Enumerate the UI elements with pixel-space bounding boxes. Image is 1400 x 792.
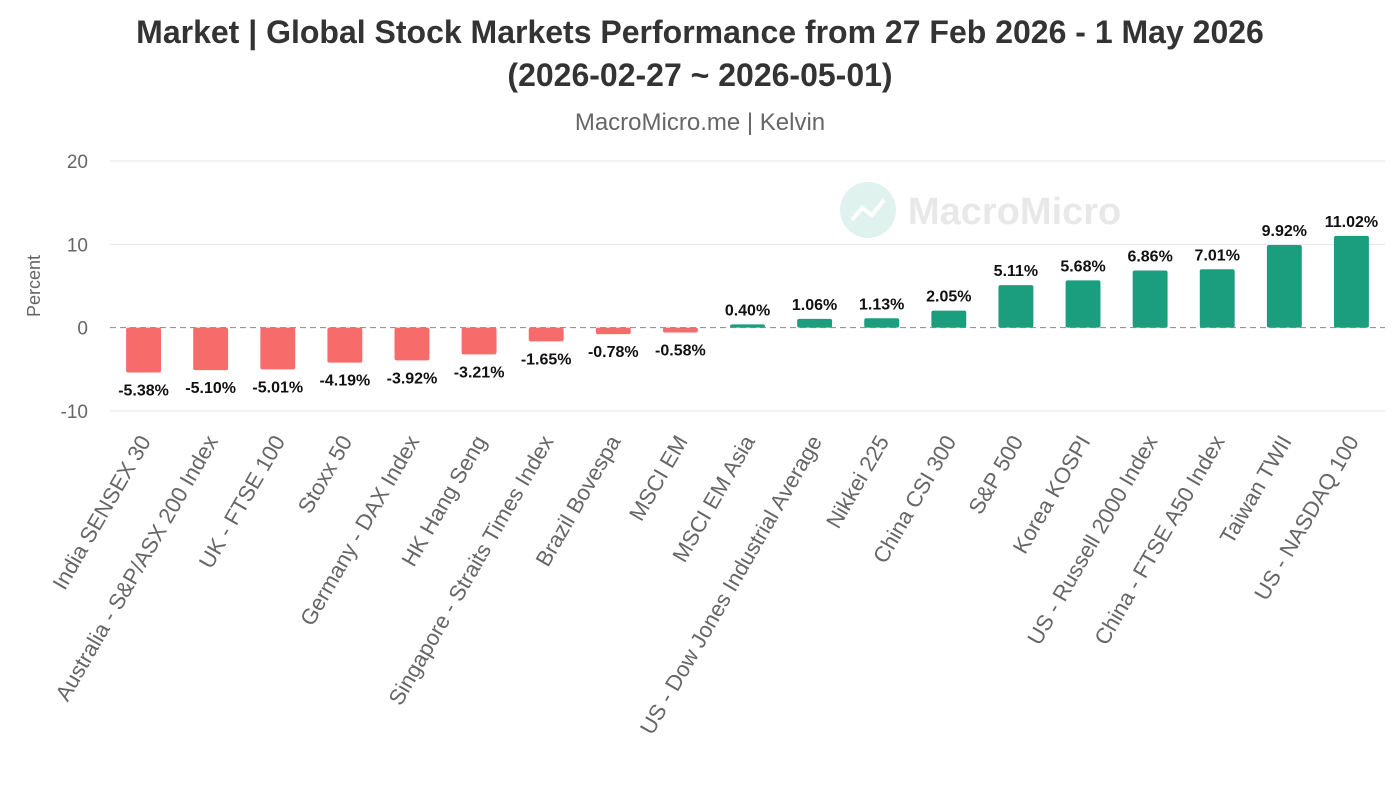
data-label: -3.21% [454,364,505,381]
data-label: 5.68% [1060,258,1105,275]
data-labels: -5.38% -5.10% -5.01% -4.19% -3.92% -3.21% -1.6… [118,214,1378,400]
data-label: -5.01% [252,379,303,396]
bar[interactable] [998,285,1034,328]
watermark-text: MacroMicro [908,191,1121,233]
bar[interactable] [931,310,967,328]
x-tick-label: Nikkei 225 [821,431,894,532]
bar[interactable] [1334,235,1369,328]
bar[interactable] [193,327,229,371]
data-label: 1.06% [792,297,837,314]
data-label: -5.10% [185,380,236,397]
x-tick-label: MSCI EM [624,431,693,525]
x-tick-label: S&P 500 [963,431,1028,518]
bar[interactable] [797,318,833,328]
bar[interactable] [260,327,296,370]
data-label: 7.01% [1195,247,1240,264]
data-label: -0.78% [588,344,639,361]
bar[interactable] [126,327,161,373]
y-tick-label: 10 [67,235,88,256]
data-label: 2.05% [926,289,971,306]
x-tick-label: China - FTSE A50 Index [1089,431,1229,649]
data-label: -0.58% [655,343,706,360]
y-tick-label: -10 [61,402,88,423]
bars [126,235,1369,373]
data-label: 5.11% [994,263,1038,280]
y-axis-label: Percent [24,255,44,317]
y-tick-label: 20 [67,152,88,173]
bar[interactable] [595,327,631,335]
bar[interactable] [1199,269,1235,328]
x-tick-label: Germany - DAX Index [295,431,424,630]
x-tick-label: US - Russell 2000 Index [1022,431,1162,649]
chart-source: MacroMicro.me | Kelvin [575,109,825,136]
x-tick-label: Stoxx 50 [293,431,357,518]
data-label: 6.86% [1127,249,1172,266]
data-label: -4.19% [320,373,371,390]
y-tick-label: 0 [77,319,88,340]
bar[interactable] [528,327,564,342]
bar[interactable] [730,324,765,328]
bar[interactable] [327,327,363,363]
watermark-logo-icon [840,182,896,238]
bar[interactable] [1266,245,1302,328]
grid-lines [110,160,1385,412]
data-label: -3.92% [387,370,438,387]
bar[interactable] [662,327,698,333]
data-label: -5.38% [118,383,169,400]
data-label: 9.92% [1262,223,1307,240]
watermark: MacroMicro [840,182,1121,238]
bar[interactable] [864,318,900,328]
bar[interactable] [1065,280,1101,328]
bar[interactable] [1132,270,1168,328]
data-label: 0.40% [725,302,770,319]
watermark-chart-icon [850,198,886,222]
chart-subtitle: (2026-02-27 ~ 2026-05-01) [507,57,892,93]
bar[interactable] [394,327,430,361]
chart-title: Market | Global Stock Markets Performanc… [136,14,1264,50]
data-label: -1.65% [521,351,572,368]
bar[interactable] [461,327,497,355]
data-label: 11.02% [1325,214,1378,231]
data-label: 1.13% [859,296,904,313]
y-axis-ticks: -10 0 10 20 [61,152,88,423]
